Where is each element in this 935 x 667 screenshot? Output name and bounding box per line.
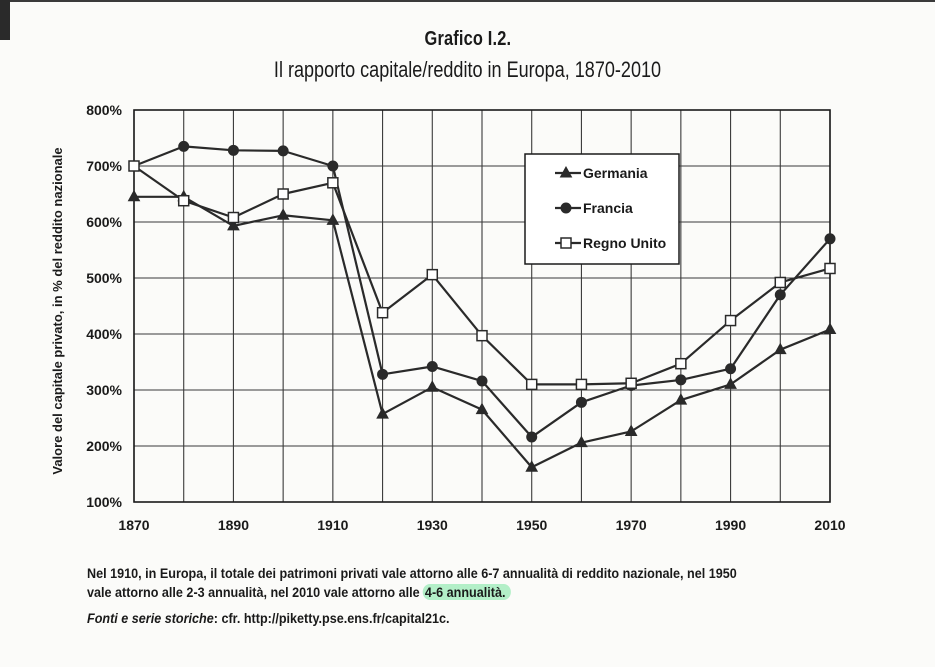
legend-label-germania: Germania [583,165,648,181]
data-point-regno-unito [774,276,787,289]
data-point-francia [227,144,239,156]
data-point-germania [475,402,489,415]
data-point-francia [725,363,737,375]
plot-frame [133,109,831,503]
data-point-regno-unito [525,378,538,391]
y-tick-label: 700% [86,158,122,174]
data-point-regno-unito [724,314,737,327]
legend-box [524,153,680,265]
data-point-regno-unito [277,188,289,200]
data-point-francia [824,233,836,245]
y-tick-label: 500% [86,270,122,286]
x-tick-label: 1990 [715,517,746,533]
grid [133,109,831,503]
legend-marker-regno-unito [560,237,572,249]
data-point-germania [674,393,688,405]
data-point-francia [377,368,389,380]
sources-text: : cfr. http://piketty.pse.ens.fr/capital… [213,610,450,626]
series-lines [127,140,837,472]
figure-caption: Nel 1910, in Europa, il totale dei patri… [87,564,753,602]
series-germania [127,189,837,472]
x-tick-label: 1950 [516,517,547,533]
data-point-francia [476,375,488,387]
data-point-francia [327,160,339,172]
caption-line-1: Nel 1910, in Europa, il totale dei patri… [87,565,737,581]
data-point-germania [276,208,290,220]
data-point-germania [525,460,539,472]
x-tick-label: 2010 [814,517,845,533]
data-point-regno-unito [675,357,687,370]
legend-label-francia: Francia [583,200,633,216]
data-point-regno-unito [177,194,190,207]
data-point-francia [178,140,190,152]
caption-line-2-text: vale attorno alle 2-3 annualità, nel 201… [87,584,420,600]
data-point-francia [426,360,438,372]
chart-header: Grafico I.2. Il rapporto capitale/reddit… [0,28,935,83]
data-point-regno-unito [575,378,588,391]
y-axis-ticks: 100% 200% 300% 400% 500% 600% 700% 800% [86,102,122,510]
sources-label: Fonti e serie storiche [87,610,214,626]
data-point-regno-unito [376,306,389,319]
scan-corner [0,0,10,40]
data-point-germania [575,435,588,448]
data-point-regno-unito [824,262,836,275]
data-point-germania [326,213,340,225]
x-tick-label: 1870 [118,517,149,533]
y-tick-label: 800% [86,102,122,118]
data-point-regno-unito [476,329,488,342]
y-tick-label: 300% [86,382,122,398]
x-tick-label: 1890 [218,517,249,533]
x-axis-ticks: 1870 1890 1910 1930 1950 1970 1990 2010 [118,517,845,533]
x-tick-label: 1910 [317,517,348,533]
data-point-germania [127,189,141,202]
data-point-regno-unito [625,377,637,390]
chart-subtitle: Il rapporto capitale/reddito in Europa, … [273,57,662,82]
caption-line-2: vale attorno alle 2-3 annualità, nel 201… [87,583,753,602]
y-tick-label: 600% [86,214,122,230]
x-tick-label: 1930 [417,517,448,533]
sources-note: Fonti e serie storiche: cfr. http://pike… [87,610,449,626]
data-point-germania [227,218,240,231]
data-point-regno-unito [327,177,339,189]
data-point-francia [774,289,786,301]
data-point-francia [675,374,687,386]
legend-marker-germania [559,165,573,178]
data-point-francia [575,396,587,408]
data-point-germania [376,407,389,419]
data-point-regno-unito [426,268,439,281]
data-point-germania [724,377,737,389]
data-point-germania [773,342,787,355]
data-point-germania [624,424,638,436]
y-axis-label: Valore del capitale privato, in % del re… [50,147,65,474]
data-point-regno-unito [227,211,240,224]
data-point-francia [277,145,289,157]
chart-title: Grafico I.2. [424,28,511,50]
data-point-germania [823,322,837,335]
data-point-germania [425,380,439,392]
y-tick-label: 200% [86,438,122,454]
series-regno-unito [128,160,836,391]
data-point-francia [526,431,538,443]
legend-marker-francia [560,202,572,214]
scan-edge [0,0,935,40]
data-point-regno-unito [128,160,140,172]
legend: Germania Francia Regno Unito [524,153,680,265]
caption-highlight: 4-6 annualità. [423,584,511,600]
y-tick-label: 100% [86,494,122,510]
legend-label-regno-unito: Regno Unito [583,235,666,251]
y-tick-label: 400% [86,326,122,342]
x-tick-label: 1970 [616,517,647,533]
